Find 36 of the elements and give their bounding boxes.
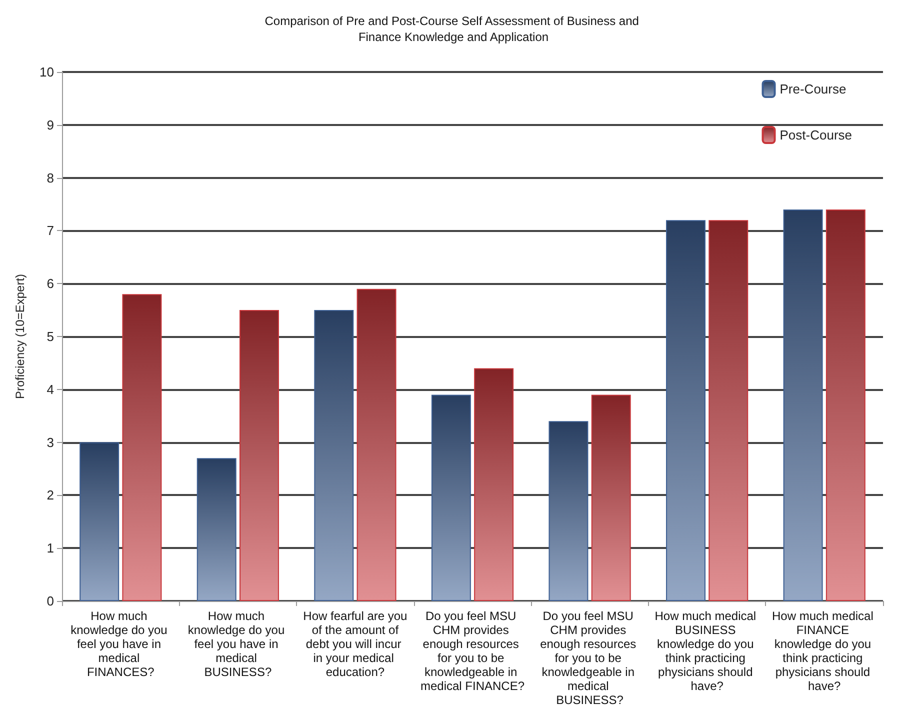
- x-tick-label: How fearful are you of the amount of debt you will incur in your medical education?: [303, 609, 408, 679]
- legend-label: Pre-Course: [780, 82, 846, 96]
- x-tick-label: How much knowledge do you feel you have in medical BUSINESS?: [188, 609, 288, 679]
- bar: [314, 310, 354, 601]
- x-tick-label: How much knowledge do you feel you have in medical FINANCES?: [70, 609, 171, 679]
- bar: [474, 368, 514, 601]
- bar: [356, 288, 396, 601]
- bar: [240, 310, 279, 601]
- bar: [196, 458, 236, 601]
- y-tick-label: 10: [40, 64, 54, 80]
- bar: [122, 294, 162, 601]
- bar: [783, 210, 823, 601]
- bar: [666, 220, 706, 601]
- y-tick-label: 8: [46, 170, 54, 186]
- y-tick-label: 5: [46, 329, 54, 344]
- x-tick-label: How much medical FINANCE knowledge do you think practicing physicians should have?: [772, 609, 877, 693]
- y-tick-label: 6: [46, 276, 54, 292]
- y-axis-title: Proficiency (10=Expert): [13, 274, 27, 400]
- chart-title: Comparison of Pre and Post-Course Self Assessment of Business and Finance Knowledge and Application: [264, 14, 642, 44]
- bar: [431, 394, 471, 601]
- x-tick-label: Do you feel MSU CHM provides enough resources for you to be knowledgeable in medical FINANCE?: [420, 609, 525, 693]
- y-tick-label: 1: [46, 540, 54, 556]
- x-tick-label: How much medical BUSINESS knowledge do you think practicing physicians should have?: [654, 609, 760, 693]
- y-tick-label: 9: [46, 117, 54, 132]
- bar: [80, 442, 120, 601]
- y-tick-label: 3: [46, 434, 54, 450]
- legend-label: Post-Course: [780, 128, 852, 142]
- y-tick-label: 4: [46, 382, 54, 397]
- y-tick-label: 2: [46, 488, 54, 503]
- bar: [826, 210, 866, 601]
- bar: [591, 394, 631, 601]
- y-tick-label: 7: [46, 223, 54, 238]
- y-tick-label: 0: [46, 594, 54, 608]
- x-tick-label: Do you feel MSU CHM provides enough resources for you to be knowledgeable in medical BUSINESS?: [540, 609, 640, 707]
- bar: [708, 220, 748, 601]
- bar: [548, 421, 588, 601]
